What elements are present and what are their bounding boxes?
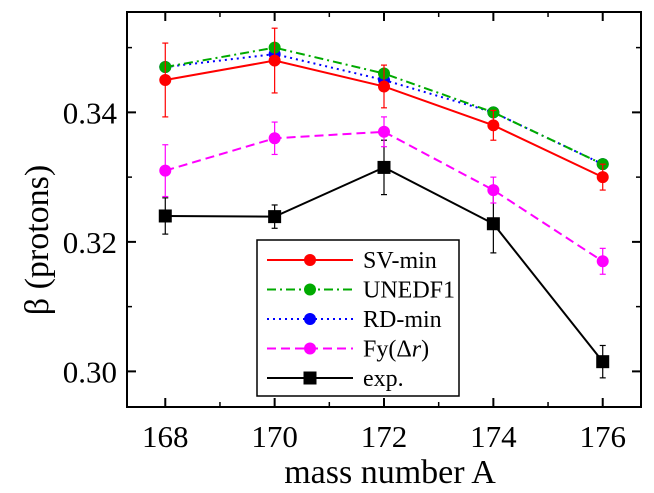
y-tick-label: 0.30 [63,354,117,389]
series-line-fy-r [164,130,604,263]
legend-item-rd-min: RD-min [267,307,442,333]
data-point [596,355,610,369]
legend-item-fy-r: Fy(Δr) [267,337,429,363]
data-point [487,119,500,132]
legend-item-unedf1: UNEDF1 [267,278,455,304]
legend-marker [304,342,316,355]
x-axis-label: mass number A [284,454,496,491]
y-tick-label: 0.34 [63,95,118,130]
data-point [268,210,282,224]
data-point [268,132,281,145]
data-point [159,73,172,86]
data-point [486,217,500,231]
x-tick-label: 168 [142,419,189,454]
axes: 168 170 172 174 176 0.30 0.32 0.34 [63,11,642,454]
y-tick-label: 0.32 [63,225,117,260]
y-axis-label: β (protons) [19,165,56,315]
legend-marker [303,371,317,385]
data-point [596,255,609,268]
series-exp [158,139,610,379]
legend-label: SV-min [363,248,437,274]
data-point [268,54,281,67]
legend-label: RD-min [363,307,442,333]
data-point [159,164,172,177]
legend-item-exp: exp. [267,366,404,392]
legend-label: exp. [363,366,404,392]
legend-label: UNEDF1 [363,278,455,304]
series-fy-r [159,116,609,275]
x-tick-label: 174 [470,419,517,454]
data-point [596,171,609,184]
legend-box [256,239,460,397]
data-point [487,184,500,197]
legend-item-sv-min: SV-min [267,248,437,274]
x-tick-label: 176 [579,419,626,454]
series-sv-min [159,27,609,191]
x-tick-label: 172 [361,419,408,454]
data-point [378,80,390,93]
data-point [378,125,390,138]
data-point [377,160,391,174]
legend: SV-min UNEDF1 RD-min Fy(Δr) exp. [256,239,460,397]
x-tick-label: 170 [251,419,298,454]
series-layer [158,27,610,379]
legend-marker [304,254,316,266]
legend-label: Fy(Δr) [363,337,429,363]
legend-marker [304,313,316,325]
data-point [158,209,172,223]
legend-marker [304,283,316,296]
